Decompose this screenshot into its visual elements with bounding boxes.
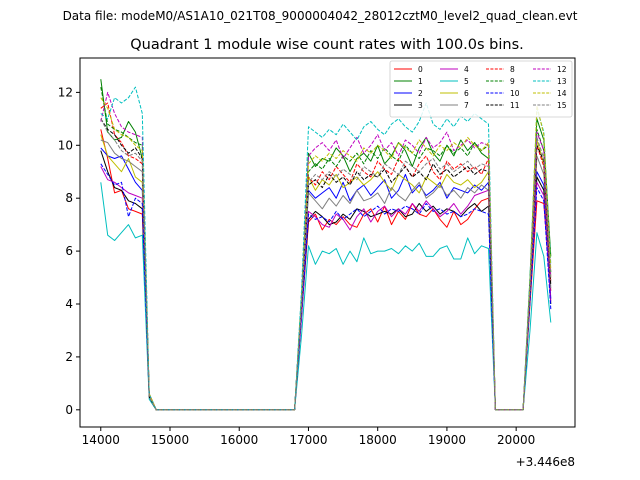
legend-label-6: 6	[464, 89, 469, 98]
plot-frame	[79, 57, 576, 428]
series-line-2	[100, 147, 552, 411]
legend-label-12: 12	[557, 65, 567, 74]
x-tick-label: 19000	[428, 433, 466, 447]
y-tick-label: 12	[58, 85, 73, 99]
legend-label-15: 15	[557, 101, 567, 110]
y-axis: 0 2 4 6 8 10 12	[58, 85, 80, 417]
suptitle: Data file: modeM0/AS1A10_021T08_90000040…	[63, 9, 578, 23]
series-line-10	[100, 163, 552, 411]
x-tick-label: 20000	[497, 433, 535, 447]
legend-label-9: 9	[510, 77, 515, 86]
series-line-1	[100, 79, 552, 411]
y-tick-label: 0	[65, 403, 73, 417]
plot-lines	[100, 79, 552, 411]
y-tick-label: 2	[65, 350, 73, 364]
series-line-13	[100, 86, 552, 411]
chart-title: Quadrant 1 module wise count rates with …	[130, 37, 524, 53]
legend-label-10: 10	[510, 89, 520, 98]
y-tick-label: 4	[65, 297, 73, 311]
series-line-11	[100, 118, 552, 411]
legend-label-2: 2	[418, 89, 423, 98]
x-offset-label: +3.446e8	[516, 455, 575, 469]
legend-label-14: 14	[557, 89, 567, 98]
legend-box	[389, 60, 573, 118]
legend-label-8: 8	[510, 65, 515, 74]
y-tick-label: 10	[58, 138, 73, 152]
x-axis: 14000 15000 16000 17000 18000 19000 20000	[82, 427, 535, 447]
series-line-5	[100, 182, 552, 411]
x-tick-label: 18000	[359, 433, 397, 447]
y-tick-label: 6	[65, 244, 73, 258]
x-tick-label: 16000	[220, 433, 258, 447]
x-tick-label: 17000	[289, 433, 327, 447]
legend-label-5: 5	[464, 77, 469, 86]
y-tick-label: 8	[65, 191, 73, 205]
legend-label-13: 13	[557, 77, 567, 86]
series-line-15	[100, 118, 552, 411]
legend-label-0: 0	[418, 65, 423, 74]
x-tick-label: 15000	[151, 433, 189, 447]
series-line-9	[100, 87, 552, 411]
legend-label-7: 7	[464, 101, 469, 110]
legend-label-3: 3	[418, 101, 423, 110]
series-line-12	[100, 91, 552, 411]
x-tick-label: 14000	[82, 433, 120, 447]
series-line-14	[100, 97, 552, 411]
legend-label-1: 1	[418, 77, 423, 86]
legend-label-11: 11	[510, 101, 520, 110]
legend-label-4: 4	[464, 65, 469, 74]
series-line-3	[100, 150, 552, 411]
